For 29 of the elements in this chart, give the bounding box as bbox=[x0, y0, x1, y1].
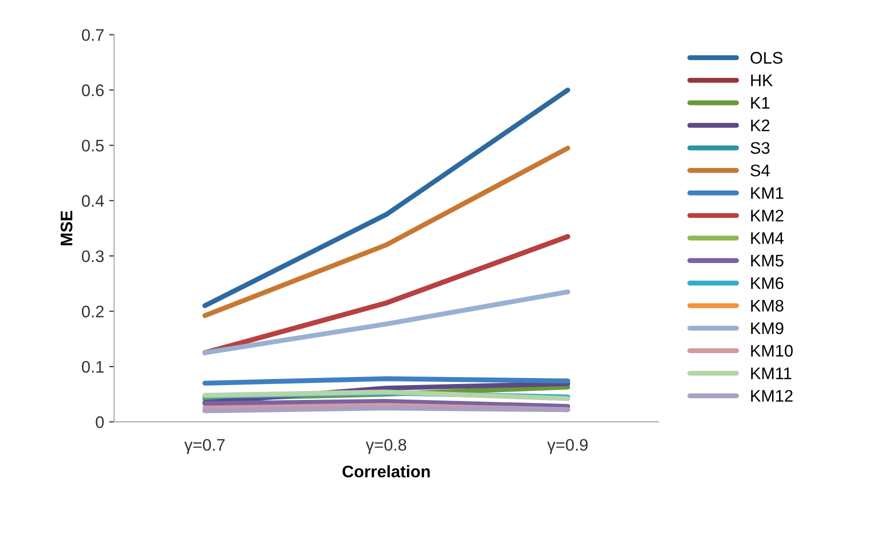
y-tick-label: 0.2 bbox=[82, 306, 104, 318]
x-tick-label: γ=0.9 bbox=[547, 438, 588, 454]
legend-label: HK bbox=[751, 74, 773, 86]
legend-label: KM2 bbox=[751, 210, 784, 222]
y-tick-label: 0.5 bbox=[82, 140, 104, 152]
legend-label: S3 bbox=[750, 142, 770, 154]
legend-label: KM11 bbox=[751, 368, 792, 380]
y-tick-label: 0.4 bbox=[82, 195, 104, 207]
legend-label: KM9 bbox=[751, 322, 784, 334]
legend-label: KM10 bbox=[751, 344, 793, 357]
legend-label: KM6 bbox=[751, 277, 784, 290]
legend-label: OLS bbox=[750, 52, 782, 64]
x-tick-label: γ=0.8 bbox=[366, 438, 406, 454]
x-tick-label: γ=0.7 bbox=[184, 438, 225, 454]
y-tick-label: 0.7 bbox=[82, 29, 104, 41]
legend-label: KM4 bbox=[751, 232, 784, 244]
x-axis-title: Correlation bbox=[342, 465, 430, 478]
legend-label: KM8 bbox=[751, 300, 784, 312]
legend-label: KM5 bbox=[751, 254, 784, 267]
legend-label: K1 bbox=[751, 97, 770, 109]
y-tick-label: 0.6 bbox=[82, 84, 104, 96]
legend-label: S4 bbox=[750, 164, 770, 176]
legend-label: K2 bbox=[751, 120, 770, 132]
legend-label: KM1 bbox=[751, 187, 784, 199]
y-tick-label: 0.3 bbox=[82, 250, 104, 262]
y-tick-label: 0 bbox=[96, 416, 104, 428]
legend-label: KM12 bbox=[751, 390, 793, 402]
y-axis-title: MSE bbox=[60, 210, 72, 246]
y-tick-label: 0.1 bbox=[82, 360, 104, 373]
